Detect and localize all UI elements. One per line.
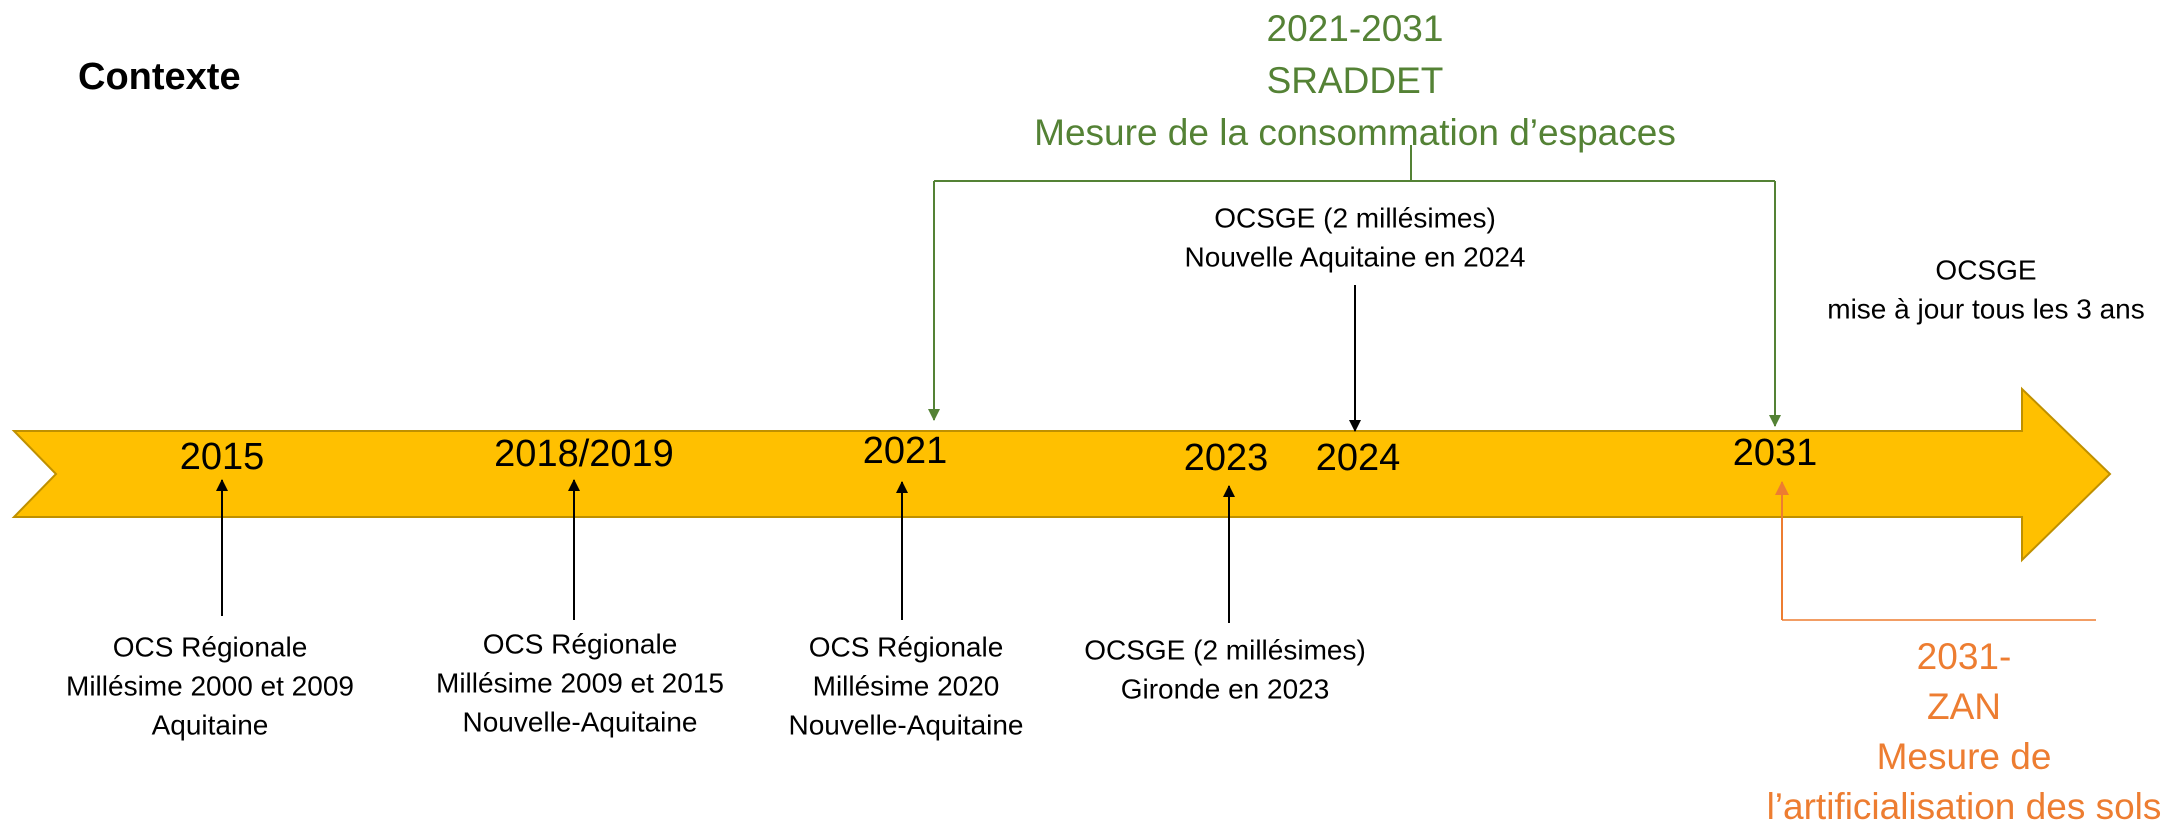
note: OCSGE [1935,254,2036,285]
event-text: Gironde en 2023 [1121,673,1330,704]
sraddet-text: Mesure de la consommation d’espaces [1034,112,1676,153]
year-label: 2015 [180,436,265,478]
timeline-arrow [11,386,2112,563]
event-text: OCS Régionale [483,628,678,659]
event-text: Aquitaine [152,709,269,740]
sraddet-bracket [934,145,1775,182]
sraddet-text: SRADDET [1267,60,1444,101]
year-label: 2031 [1733,432,1818,474]
event-text: OCSGE (2 millésimes) [1084,634,1366,665]
note: Nouvelle Aquitaine en 2024 [1185,241,1526,272]
year-label: 2023 [1184,437,1269,479]
event-text: OCS Régionale [809,631,1004,662]
note: mise à jour tous les 3 ans [1827,293,2145,324]
zan-text: 2031- [1917,636,2012,677]
event-text: Millésime 2009 et 2015 [436,667,724,698]
year-label: 2021 [863,430,948,472]
title: Contexte [78,56,241,98]
year-label: 2024 [1316,437,1401,479]
note: OCSGE (2 millésimes) [1214,202,1496,233]
sraddet-text: 2021-2031 [1267,8,1444,49]
event-text: Nouvelle-Aquitaine [788,709,1023,740]
year-label: 2018/2019 [494,433,674,475]
event-text: Millésime 2020 [813,670,1000,701]
event-text: Millésime 2000 et 2009 [66,670,354,701]
event-text: OCS Régionale [113,631,308,662]
zan-text: l’artificialisation des sols [1767,786,2162,825]
zan-text: Mesure de [1877,736,2052,777]
zan-text: ZAN [1927,686,2001,727]
event-text: Nouvelle-Aquitaine [462,706,697,737]
